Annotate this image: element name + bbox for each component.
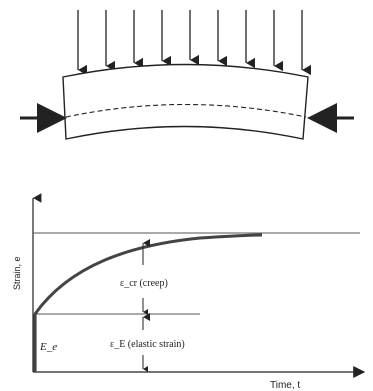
beam-outline xyxy=(62,63,309,140)
x-axis-label: Time, t xyxy=(270,380,300,391)
neutral-axis xyxy=(65,103,307,118)
creep-curve xyxy=(33,233,263,315)
initial-marker-label: E_e xyxy=(39,341,57,353)
elastic-strain-label: ε_E (elastic strain) xyxy=(110,339,185,350)
strain-time-graph: ε_cr (creep) ε_E (elastic strain) E_e Ti… xyxy=(12,193,366,391)
distributed-load-arrows xyxy=(77,10,312,76)
creep-label: ε_cr (creep) xyxy=(120,278,168,289)
beam-illustration xyxy=(20,10,354,140)
y-axis-label: Strain, e xyxy=(12,256,22,290)
